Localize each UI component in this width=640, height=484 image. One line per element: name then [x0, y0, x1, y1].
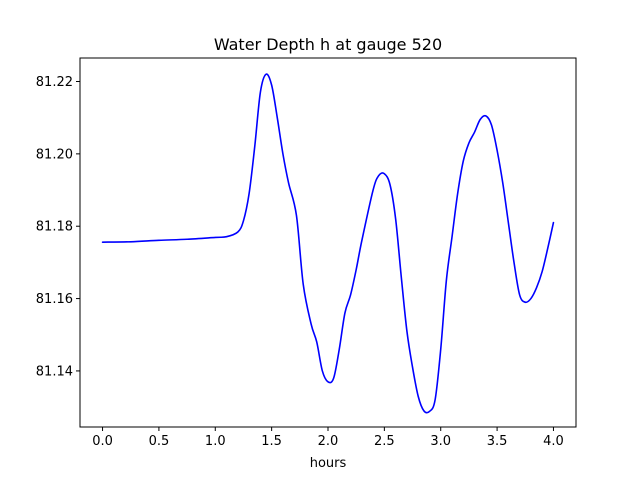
x-tick-label: 1.5: [261, 434, 282, 449]
series-line: [101, 73, 555, 414]
y-tick-label: 81.20: [36, 147, 73, 162]
x-axis-label: hours: [310, 456, 347, 471]
x-tick-label: 2.0: [318, 434, 339, 449]
x-tick-label: 0.0: [92, 434, 113, 449]
chart-title: Water Depth h at gauge 520: [214, 35, 442, 54]
series-layer: [101, 73, 555, 414]
x-tick-label: 3.0: [430, 434, 451, 449]
x-tick-label: 2.5: [374, 434, 395, 449]
y-tick-label: 81.22: [36, 75, 73, 90]
x-tick-label: 3.5: [487, 434, 508, 449]
y-axis: 81.14 81.16 81.18 81.20 81.22: [36, 75, 80, 379]
x-tick-label: 0.5: [149, 434, 170, 449]
x-tick-label: 4.0: [543, 434, 564, 449]
y-tick-label: 81.16: [36, 292, 73, 307]
x-tick-label: 1.0: [205, 434, 226, 449]
y-tick-label: 81.14: [36, 364, 73, 379]
x-axis: 0.0 0.5 1.0 1.5 2.0 2.5 3.0 3.5 4.0: [92, 427, 564, 449]
y-tick-label: 81.18: [36, 220, 73, 235]
